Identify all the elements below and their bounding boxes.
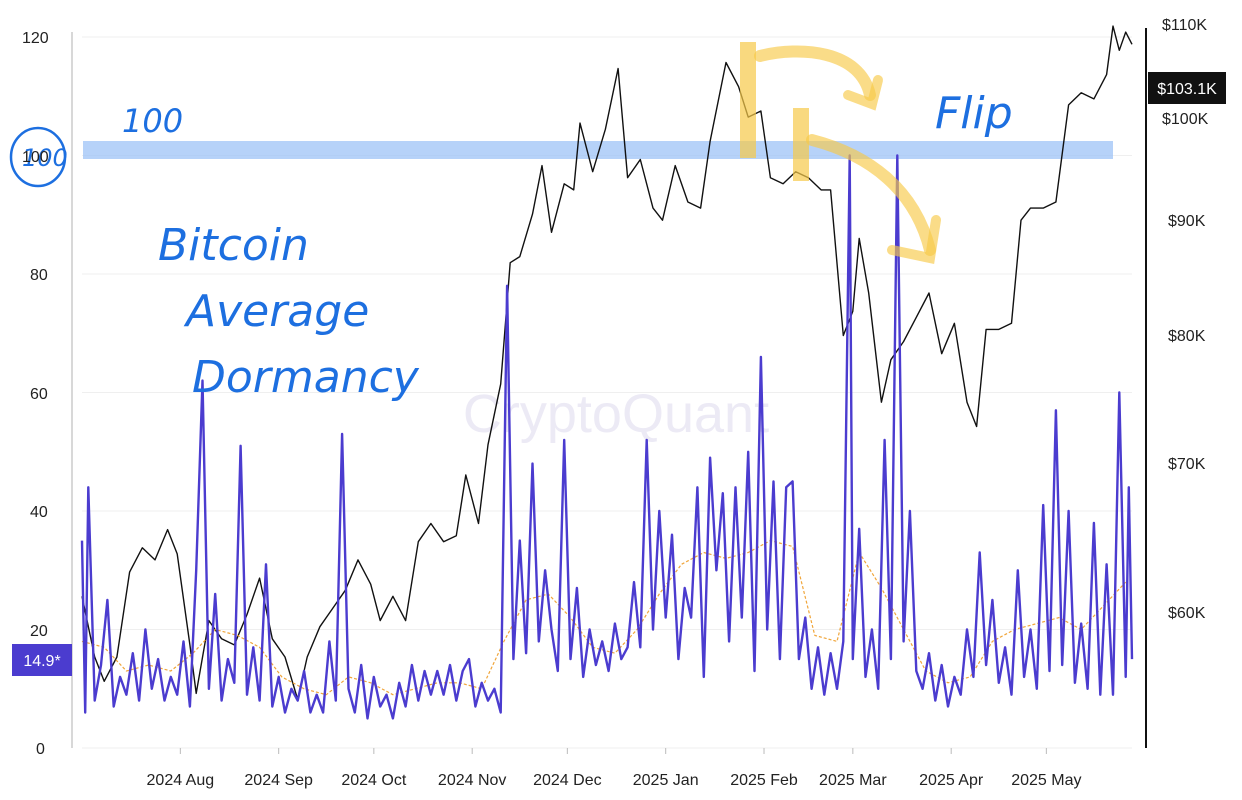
arrow-down-march	[806, 134, 936, 256]
spike-highlights	[740, 42, 941, 264]
x-tick-label-1: 2024 Sep	[244, 772, 313, 789]
arrow-down-march-head	[887, 215, 941, 264]
annotation-top-100: 100	[122, 102, 183, 140]
y-right-tick-60k: $60K	[1168, 605, 1206, 622]
arrow-over-top-head	[843, 75, 883, 111]
dormancy-series	[80, 154, 1134, 720]
badge-right-bg	[1148, 72, 1226, 104]
x-axis-ticks: 2024 Aug 2024 Sep 2024 Oct 2024 Nov 2024 Dec…	[147, 748, 1081, 789]
annotation-flip: Flip	[935, 88, 1013, 139]
badge-left-label: 14.9*	[23, 653, 60, 670]
x-tick-label-8: 2025 Apr	[919, 772, 984, 789]
y-right-tick-90k: $90K	[1168, 213, 1206, 230]
highlight-jan-spike	[740, 42, 756, 158]
badge-right: $103.1K	[1148, 72, 1226, 104]
annotation-title-3: Dormancy	[192, 352, 420, 403]
x-tick-label-6: 2025 Feb	[730, 772, 798, 789]
annotation-circle-100: 100	[22, 144, 68, 172]
y-left-tick-0: 0	[36, 741, 45, 758]
annotation-circle	[9, 126, 67, 188]
x-tick-label-2: 2024 Oct	[341, 772, 406, 789]
x-tick-label-0: 2024 Aug	[147, 772, 215, 789]
left-axis-ticks: 0 20 40 60 80 100 120	[22, 30, 49, 758]
y-right-tick-100k: $100K	[1162, 111, 1209, 128]
x-tick-label-4: 2024 Dec	[533, 772, 602, 789]
badge-right-label: $103.1K	[1157, 81, 1217, 98]
y-right-tick-80k: $80K	[1168, 328, 1206, 345]
x-tick-label-7: 2025 Mar	[819, 772, 887, 789]
dormancy-line	[80, 154, 1134, 720]
y-left-tick-20: 20	[30, 623, 48, 640]
y-left-tick-100: 100	[22, 149, 49, 166]
right-axis-ticks: $60K $70K $80K $90K $100K $110K	[1162, 17, 1209, 622]
x-tick-label-3: 2024 Nov	[438, 772, 507, 789]
annotation-title-1: Bitcoin	[158, 220, 309, 271]
y-left-tick-80: 80	[30, 267, 48, 284]
badge-left: 14.9*	[12, 644, 72, 676]
annotation-title-2: Average	[183, 286, 369, 337]
watermark: CryptoQuant	[463, 384, 769, 444]
badge-left-bg	[12, 644, 72, 676]
y-left-tick-60: 60	[30, 386, 48, 403]
arrow-over-top	[754, 45, 876, 101]
y-right-tick-70k: $70K	[1168, 456, 1206, 473]
y-right-tick-110k: $110K	[1162, 17, 1207, 34]
y-left-tick-40: 40	[30, 504, 48, 521]
x-tick-label-5: 2025 Jan	[633, 772, 699, 789]
x-tick-label-9: 2025 May	[1011, 772, 1081, 789]
y-left-tick-120: 120	[22, 30, 49, 47]
highlight-feb-spike	[793, 108, 809, 181]
annotations: 100 100 Bitcoin Average Dormancy Flip	[9, 88, 1013, 403]
